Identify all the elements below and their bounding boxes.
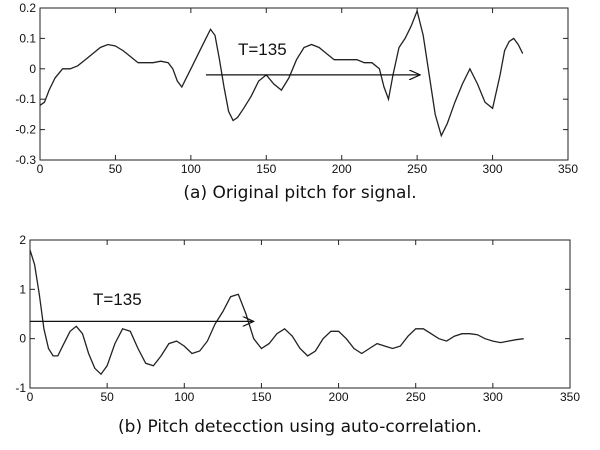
chart-b-xtick-label: 0 [27,390,34,404]
chart-b-signal-line [29,249,524,376]
chart-a-ytick-label: -0.1 [15,92,36,106]
chart-b-xtick-label: 250 [406,390,426,404]
chart-a-plot-area [39,7,569,161]
chart-a-caption: (a) Original pitch for signal. [183,183,416,203]
chart-b-plot-area [29,239,571,389]
chart-a-xtick-label: 50 [109,162,123,176]
chart-b-xtick-label: 50 [100,390,114,404]
chart-b-xtick-label: 100 [174,390,194,404]
chart-a-xtick-label: 0 [37,162,44,176]
chart-a-xtick-label: 250 [407,162,427,176]
chart-a-ytick-label: 0.1 [19,31,36,45]
chart-a-ytick-label: -0.2 [15,123,36,137]
chart-a-xtick-label: 200 [332,162,352,176]
chart-b-annotation: T=135 [93,290,142,309]
chart-a-xtick-label: 150 [256,162,276,176]
chart-a-ytick-label: 0.2 [19,1,36,15]
chart-b-xtick-label: 350 [560,390,580,404]
chart-b-caption: (b) Pitch detecction using auto-correlat… [118,417,482,437]
chart-b-ytick-label: 2 [19,233,26,247]
chart-a-annotation: T=135 [238,40,287,59]
chart-b-xtick-label: 150 [251,390,271,404]
chart-a-xtick-label: 300 [483,162,503,176]
chart-a-signal-line [39,8,524,138]
chart-b-ytick-label: 1 [19,282,26,296]
chart-a: 0 50 100 150 200 250 300 350 -0.3 -0.2 -0.1 0 0.1 0.2… [15,1,578,203]
chart-a-xtick-label: 350 [558,162,578,176]
chart-b-xtick-label: 300 [483,390,503,404]
chart-a-ticks: 0 50 100 150 200 250 300 350 -0.3 -0.2 -0.1 0 0.1 0.2 [15,1,578,176]
chart-b-ytick-label: -1 [15,381,26,395]
chart-b-xtick-label: 200 [329,390,349,404]
chart-b-ytick-label: 0 [19,332,26,346]
chart-a-ytick-label: 0 [29,62,36,76]
chart-a-xtick-label: 100 [181,162,201,176]
chart-a-ytick-label: -0.3 [15,153,36,167]
